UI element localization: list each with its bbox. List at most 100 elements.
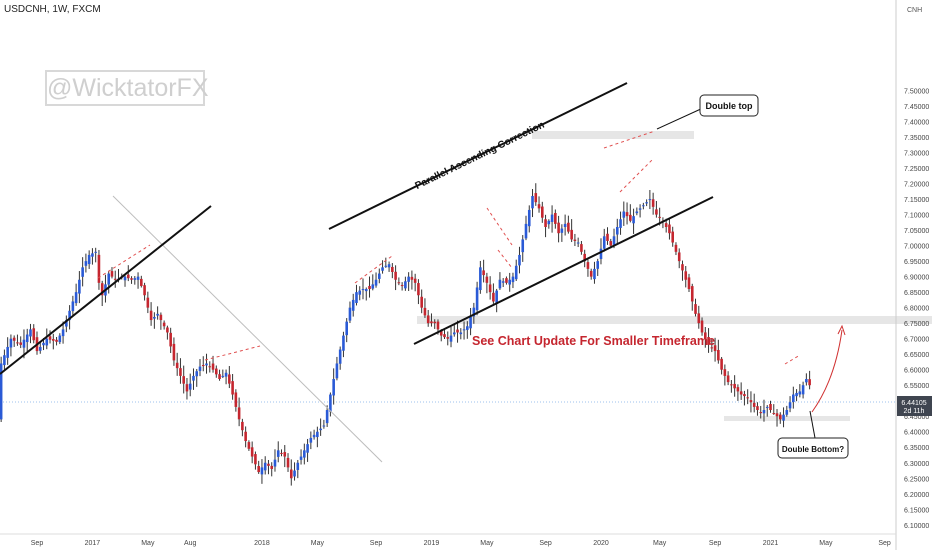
- candle-body: [736, 387, 740, 392]
- minor-trend-5: [497, 249, 513, 269]
- candle-body: [475, 287, 479, 311]
- candle-body: [573, 239, 577, 241]
- candle-body: [805, 379, 808, 383]
- candle-body: [205, 363, 208, 366]
- candle-body: [514, 265, 518, 280]
- candle-body: [596, 261, 600, 269]
- candle-body: [247, 442, 251, 449]
- candle-body: [593, 268, 596, 280]
- y-tick-label: 6.85000: [904, 290, 929, 297]
- candle-body: [182, 376, 185, 384]
- candle-body: [433, 321, 437, 324]
- candle-body: [149, 310, 153, 321]
- candle-body: [684, 271, 688, 280]
- candle-body: [456, 329, 459, 333]
- candle-body: [563, 223, 567, 228]
- candle-body: [759, 412, 763, 414]
- candle-body: [218, 374, 221, 380]
- candle-body: [364, 289, 368, 292]
- candle-body: [254, 454, 257, 465]
- candle-body: [257, 466, 260, 473]
- candle-body: [765, 406, 769, 408]
- x-tick-label: May: [819, 540, 833, 547]
- candle-body: [681, 264, 684, 271]
- candle-body: [391, 266, 394, 272]
- candle-body: [687, 277, 691, 290]
- candle-body: [296, 462, 300, 470]
- candle-body: [110, 271, 114, 277]
- candle-body: [404, 281, 407, 289]
- candle-body: [319, 428, 322, 431]
- candle-body: [769, 403, 772, 411]
- candle-body: [97, 254, 101, 283]
- x-tick-label: 2017: [85, 540, 101, 547]
- candle-body: [518, 254, 521, 266]
- y-tick-label: 6.65000: [904, 352, 929, 359]
- candle-body: [430, 321, 433, 324]
- channel-lower-line: [413, 196, 714, 345]
- y-tick-label: 7.30000: [904, 151, 929, 158]
- candle-body: [792, 394, 795, 402]
- double-bottom-label: Double Bottom?: [782, 445, 844, 454]
- candle-body: [609, 241, 613, 246]
- candle-body: [280, 452, 283, 454]
- candle-body: [524, 223, 528, 239]
- y-tick-label: 7.20000: [904, 182, 929, 189]
- candle-body: [756, 406, 759, 411]
- candle-body: [387, 264, 391, 268]
- y-tick-label: 6.30000: [904, 461, 929, 468]
- y-tick-label: 7.45000: [904, 104, 929, 111]
- candle-body: [153, 316, 156, 319]
- candle-body: [136, 276, 140, 280]
- candle-body: [81, 267, 84, 277]
- candle-body: [544, 219, 547, 228]
- y-tick-label: 7.05000: [904, 228, 929, 235]
- candle-body: [12, 337, 16, 341]
- candle-body: [113, 278, 117, 280]
- time-axis: Sep 2017 May Aug 2018 May Sep 2019 May Sep 2020 May…: [31, 540, 891, 547]
- x-tick-label: Sep: [539, 540, 552, 547]
- candle-body: [752, 402, 756, 407]
- double-bottom-callout: Double Bottom?: [777, 410, 849, 459]
- candle-body: [22, 339, 26, 348]
- candle-body: [505, 278, 508, 283]
- candle-body: [234, 392, 238, 407]
- chart-ticker-title: USDCNH, 1W, FXCM: [4, 4, 101, 15]
- candle-body: [452, 332, 456, 335]
- x-tick-label: Sep: [709, 540, 722, 547]
- support-trendline-2016: [0, 205, 212, 375]
- candle-body: [694, 304, 697, 314]
- candle-body: [606, 233, 609, 241]
- candle-body: [224, 372, 228, 377]
- candle-body: [615, 227, 619, 235]
- candle-body: [629, 214, 632, 221]
- candle-body: [697, 313, 701, 324]
- y-tick-label: 7.50000: [904, 89, 929, 96]
- candle-body: [368, 285, 371, 290]
- candle-body: [534, 193, 538, 203]
- candle-body: [228, 374, 231, 384]
- candle-body: [710, 347, 714, 349]
- candle-body: [316, 431, 319, 438]
- y-tick-label: 6.60000: [904, 368, 929, 375]
- axis-unit-label: CNH: [907, 7, 923, 14]
- candle-body: [479, 267, 482, 291]
- y-tick-label: 6.35000: [904, 445, 929, 452]
- y-tick-label: 6.25000: [904, 476, 929, 483]
- candle-body: [446, 337, 450, 339]
- candle-body: [192, 375, 195, 381]
- candle-body: [267, 463, 270, 466]
- candle-body: [713, 345, 717, 352]
- candle-body: [19, 342, 22, 345]
- candle-body: [94, 251, 97, 253]
- candle-body: [286, 457, 290, 468]
- candle-body: [602, 236, 606, 249]
- candle-body: [381, 267, 384, 271]
- candle-body: [198, 366, 202, 371]
- x-tick-label: Aug: [184, 540, 197, 547]
- price-badge-price: 6.44105: [901, 400, 926, 407]
- candle-body: [511, 276, 515, 283]
- candle-body: [100, 283, 104, 296]
- candle-body: [172, 343, 176, 361]
